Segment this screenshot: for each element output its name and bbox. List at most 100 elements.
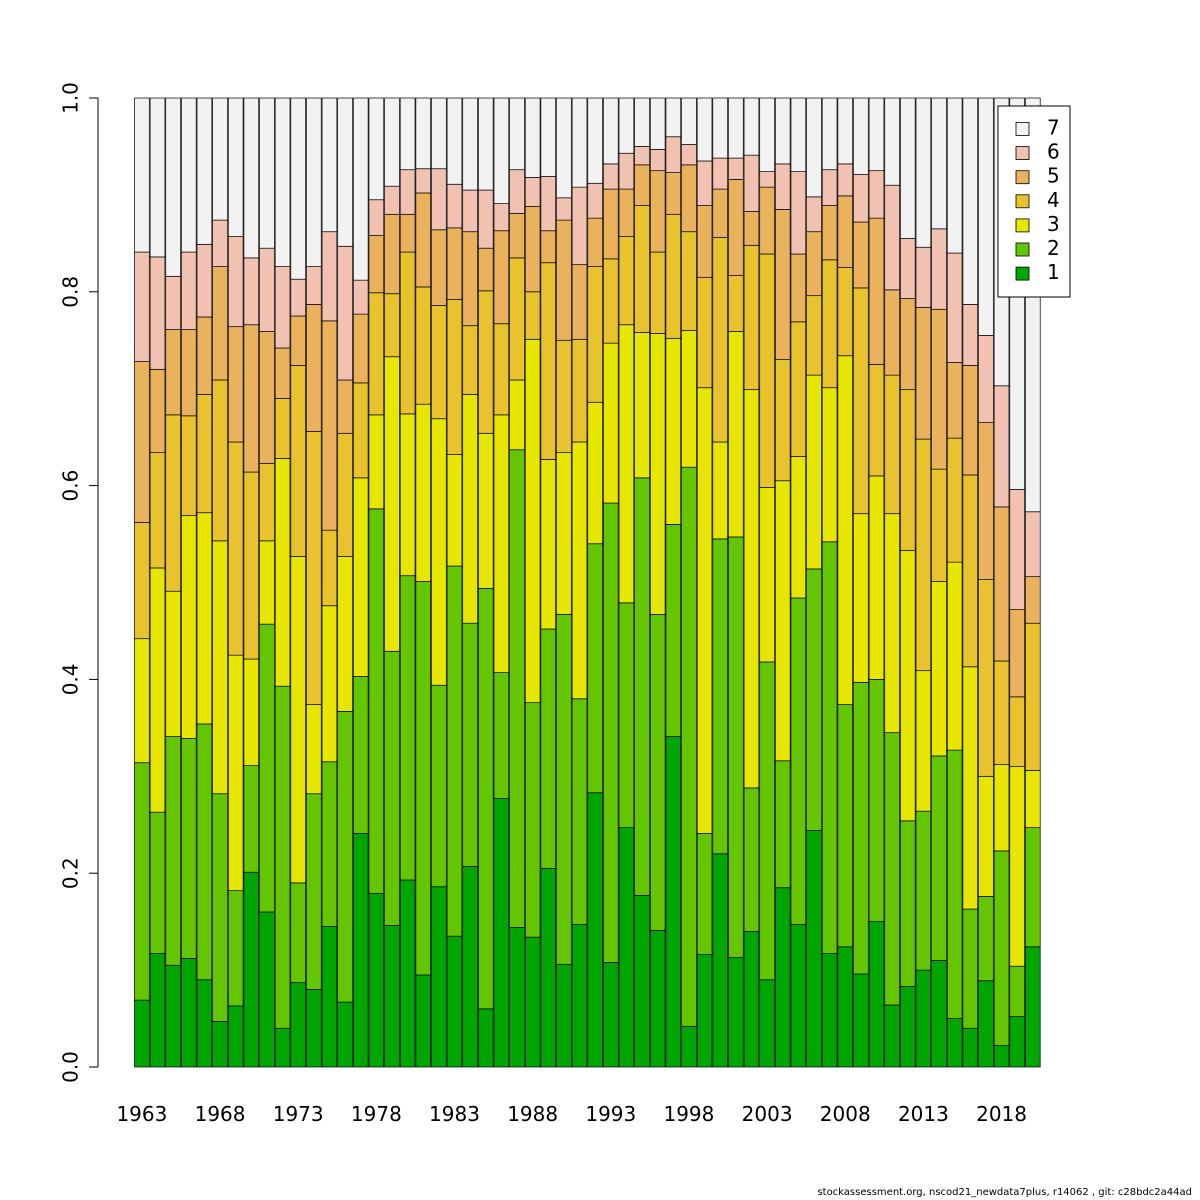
bar-segment-1998-age-1 <box>681 1025 697 1068</box>
bar-segment-2014-age-6 <box>931 228 947 310</box>
bar-segment-2010-age-2 <box>868 679 885 923</box>
bar-segment-1969-age-7 <box>227 97 244 237</box>
bar-segment-1971-age-6 <box>259 247 275 332</box>
bar-segment-1982-age-4 <box>431 305 447 420</box>
bar-segment-1995-age-4 <box>634 205 650 333</box>
bar-segment-2001-age-4 <box>728 274 744 332</box>
bar-segment-1972-age-4 <box>274 398 291 459</box>
bar-segment-2005-age-5 <box>790 253 807 323</box>
bar-segment-2010-age-5 <box>868 217 885 365</box>
bar-segment-2009-age-1 <box>853 973 869 1068</box>
bar-segment-1994-age-5 <box>618 188 635 237</box>
bar-segment-2007-age-6 <box>821 169 838 206</box>
legend-label-1: 1 <box>1047 260 1060 284</box>
bar-segment-2016-age-4 <box>962 474 979 668</box>
bar-segment-1965-age-7 <box>165 97 181 277</box>
bar-segment-2004-age-6 <box>774 163 791 210</box>
bar-segment-1985-age-4 <box>478 290 494 434</box>
bar-segment-1976-age-1 <box>337 1001 353 1068</box>
bar-segment-1966-age-3 <box>181 515 197 739</box>
bar-segment-1994-age-2 <box>618 602 635 829</box>
bar-segment-2000-age-1 <box>712 853 728 1068</box>
bar-segment-1975-age-2 <box>321 761 338 927</box>
bar-segment-1982-age-2 <box>431 684 447 888</box>
bar-segment-1998-age-3 <box>681 330 697 468</box>
bar-segment-2011-age-7 <box>884 97 900 186</box>
bar-segment-2000-age-2 <box>712 538 728 855</box>
bar-segment-1990-age-5 <box>556 219 572 341</box>
bar-segment-1963-age-3 <box>134 638 150 764</box>
bar-segment-1966-age-7 <box>181 97 197 253</box>
bar-segment-1966-age-4 <box>181 415 197 516</box>
bar-segment-2015-age-2 <box>946 749 963 1019</box>
bar-segment-1991-age-2 <box>571 698 588 925</box>
bar-segment-2004-age-7 <box>774 97 791 165</box>
bar-segment-1974-age-4 <box>306 430 322 705</box>
bar-segment-2002-age-1 <box>743 930 760 1068</box>
bar-segment-1986-age-1 <box>493 798 510 1068</box>
bar-segment-2002-age-3 <box>743 389 760 789</box>
bar-segment-2012-age-7 <box>900 97 916 239</box>
bar-segment-2020-age-3 <box>1025 770 1041 829</box>
bar-segment-1970-age-5 <box>243 324 260 473</box>
bar-segment-2014-age-5 <box>931 308 947 470</box>
bar-segment-1997-age-3 <box>665 337 682 525</box>
bar-segment-2016-age-6 <box>962 304 979 366</box>
bar-segment-1977-age-4 <box>352 382 369 479</box>
bar-segment-1982-age-7 <box>431 97 447 170</box>
bar-segment-2000-age-3 <box>712 441 728 540</box>
bar-segment-1995-age-7 <box>634 97 650 147</box>
bar-segment-1991-age-7 <box>571 97 588 188</box>
bar-segment-1979-age-4 <box>384 293 400 358</box>
bar-segment-2016-age-2 <box>962 908 979 1029</box>
bar-segment-1993-age-6 <box>603 163 619 190</box>
bar-segment-1969-age-5 <box>227 326 244 443</box>
legend-label-5: 5 <box>1047 164 1060 188</box>
bar-segment-1988-age-5 <box>524 206 541 293</box>
bar-segment-1997-age-5 <box>665 172 682 215</box>
bar-segment-2018-age-4 <box>993 660 1010 766</box>
bar-segment-1981-age-6 <box>415 168 431 194</box>
bar-segment-1998-age-6 <box>681 144 697 166</box>
bar-segment-1975-age-1 <box>321 926 338 1068</box>
bar-segment-1982-age-6 <box>431 168 447 231</box>
bar-segment-1976-age-5 <box>337 379 353 434</box>
bar-segment-1968-age-3 <box>212 540 228 795</box>
bar-segment-2011-age-1 <box>884 1004 900 1068</box>
bar-segment-2014-age-1 <box>931 960 947 1068</box>
bar-segment-1986-age-2 <box>493 672 510 799</box>
bar-segment-1984-age-4 <box>462 325 478 395</box>
bar-segment-1996-age-5 <box>649 170 666 253</box>
bar-segment-1971-age-3 <box>259 540 275 625</box>
bar-segment-1993-age-2 <box>603 502 619 963</box>
bar-segment-2005-age-6 <box>790 171 807 255</box>
bar-segment-1989-age-6 <box>540 176 557 232</box>
bar-segment-2011-age-6 <box>884 184 900 291</box>
bar-segment-1971-age-5 <box>259 331 275 464</box>
bar-segment-1967-age-1 <box>196 979 213 1068</box>
bar-segment-1984-age-3 <box>462 394 478 624</box>
bar-segment-1965-age-4 <box>165 414 181 592</box>
bar-segment-1996-age-6 <box>649 149 666 172</box>
bar-segment-2013-age-2 <box>915 810 932 971</box>
bar-segment-1999-age-3 <box>696 387 713 834</box>
bar-segment-2015-age-7 <box>946 97 963 254</box>
bar-segment-2006-age-2 <box>806 568 822 831</box>
y-tick-label: 1.0 <box>59 82 83 114</box>
bar-segment-1980-age-7 <box>399 97 416 171</box>
bar-segment-1967-age-4 <box>196 394 213 514</box>
bar-segment-1989-age-1 <box>540 868 557 1068</box>
bar-segment-1978-age-3 <box>368 414 385 510</box>
bar-segment-1973-age-5 <box>290 315 306 366</box>
bar-segment-1990-age-6 <box>556 197 572 221</box>
bar-segment-1976-age-4 <box>337 432 353 557</box>
bar-segment-1999-age-6 <box>696 160 713 206</box>
bar-segment-1964-age-7 <box>149 97 166 258</box>
bar-segment-1980-age-1 <box>399 879 416 1068</box>
bar-segment-1998-age-7 <box>681 97 697 145</box>
bar-segment-1968-age-2 <box>212 793 228 1022</box>
bar-segment-2001-age-3 <box>728 331 744 538</box>
legend-box <box>997 105 1071 298</box>
bar-segment-2004-age-5 <box>774 209 791 360</box>
